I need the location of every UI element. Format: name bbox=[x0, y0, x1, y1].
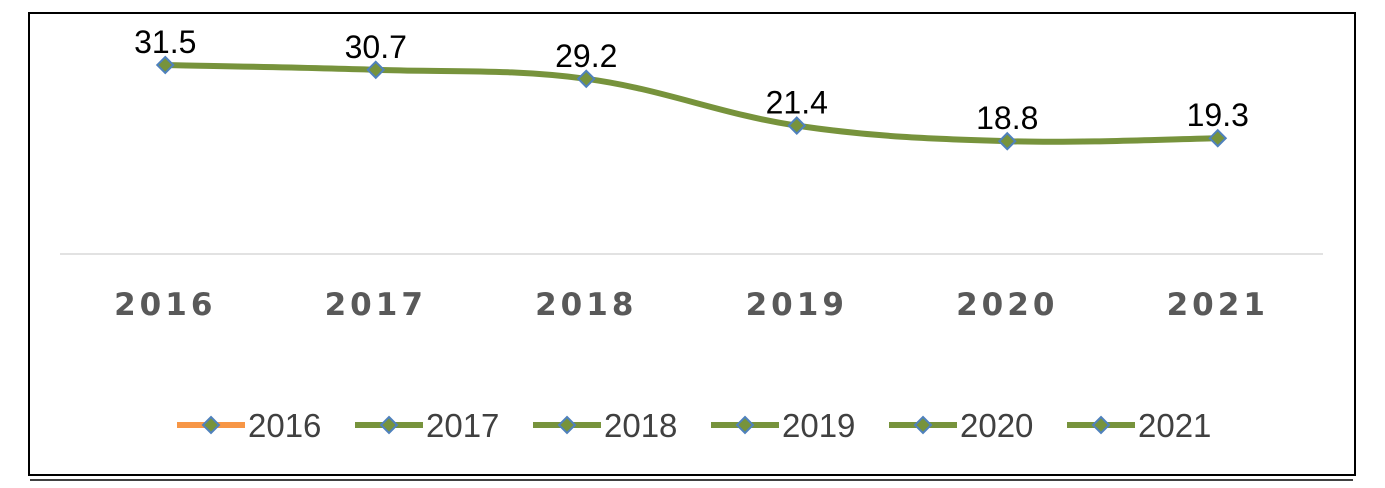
x-tick-label-2018: 2018 bbox=[535, 287, 637, 323]
data-point-2017 bbox=[366, 60, 386, 80]
data-label-2017: 30.7 bbox=[345, 29, 407, 65]
legend-item-2017: 2017 bbox=[355, 407, 499, 444]
legend-label: 2018 bbox=[604, 407, 677, 444]
chart-frame bbox=[28, 12, 1356, 476]
legend-label: 2021 bbox=[1138, 407, 1211, 444]
data-point-2016 bbox=[155, 55, 175, 75]
legend-label: 2020 bbox=[960, 407, 1033, 444]
series-line bbox=[162, 62, 1221, 145]
legend-marker-diamond bbox=[379, 415, 399, 435]
legend-label: 2017 bbox=[426, 407, 499, 444]
x-tick-label-2021: 2021 bbox=[1167, 287, 1269, 323]
legend-item-2018: 2018 bbox=[533, 407, 677, 444]
legend-item-2019: 2019 bbox=[711, 407, 855, 444]
data-point-2021 bbox=[1208, 128, 1228, 148]
legend-marker-diamond bbox=[1091, 415, 1111, 435]
data-point-2020 bbox=[997, 131, 1017, 151]
data-label-2016: 31.5 bbox=[134, 24, 196, 60]
x-axis-ticks: 2016 2017 2018 2019 2020 2021 bbox=[114, 287, 1269, 323]
legend-item-2021: 2021 bbox=[1067, 407, 1211, 444]
x-tick-label-2017: 2017 bbox=[325, 287, 427, 323]
legend: 2016 2017 2018 2019 2020 2021 bbox=[177, 407, 1211, 444]
data-label-2020: 18.8 bbox=[976, 100, 1038, 136]
legend-label: 2016 bbox=[248, 407, 321, 444]
legend-marker-diamond bbox=[201, 415, 221, 435]
legend-marker-diamond bbox=[913, 415, 933, 435]
x-tick-label-2016: 2016 bbox=[114, 287, 216, 323]
data-point-2018 bbox=[576, 69, 596, 89]
legend-label: 2019 bbox=[782, 407, 855, 444]
x-tick-label-2020: 2020 bbox=[956, 287, 1058, 323]
legend-marker-diamond bbox=[735, 415, 755, 435]
legend-item-2020: 2020 bbox=[889, 407, 1033, 444]
legend-item-2016: 2016 bbox=[177, 407, 321, 444]
data-label-2018: 29.2 bbox=[555, 38, 617, 74]
series-layer: 31.5 30.7 29.2 21.4 18.8 19.3 bbox=[134, 24, 1249, 151]
data-label-2021: 19.3 bbox=[1187, 97, 1249, 133]
x-tick-label-2019: 2019 bbox=[746, 287, 848, 323]
legend-marker-diamond bbox=[557, 415, 577, 435]
data-label-2019: 21.4 bbox=[766, 85, 828, 121]
data-point-2019 bbox=[787, 116, 807, 136]
